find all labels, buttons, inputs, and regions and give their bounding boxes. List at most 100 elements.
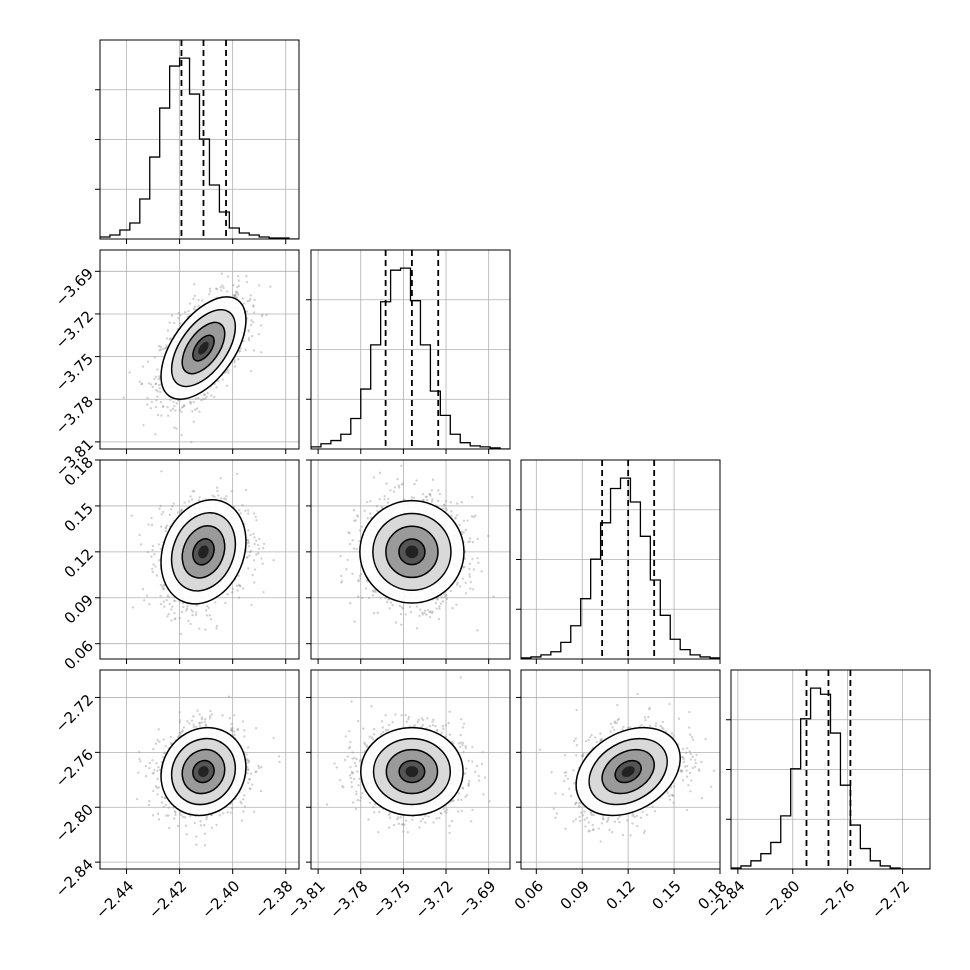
density-core xyxy=(198,341,209,355)
scatter-point xyxy=(260,766,263,769)
scatter-point xyxy=(258,537,261,541)
scatter-point xyxy=(187,309,190,313)
scatter-point xyxy=(255,553,258,556)
scatter-point xyxy=(277,755,281,758)
scatter-point xyxy=(435,607,438,610)
scatter-point xyxy=(209,618,213,621)
scatter-point xyxy=(185,609,188,612)
scatter-point xyxy=(198,627,201,630)
scatter-point xyxy=(242,339,245,343)
scatter-point xyxy=(439,602,443,605)
scatter-point xyxy=(151,570,154,574)
scatter-point xyxy=(468,562,472,565)
scatter-point xyxy=(244,348,247,351)
scatter-point xyxy=(253,581,256,584)
scatter-point xyxy=(398,604,402,608)
scatter-point xyxy=(203,844,207,847)
contour-line xyxy=(181,321,226,375)
scatter-point xyxy=(458,523,462,527)
scatter-point xyxy=(192,490,196,493)
panel-frame xyxy=(99,459,300,660)
scatter-point xyxy=(225,384,229,388)
scatter-point xyxy=(254,539,258,542)
scatter-point xyxy=(154,382,158,386)
scatter-point xyxy=(418,614,421,618)
scatter-point xyxy=(366,580,369,583)
scatter-point xyxy=(159,547,162,551)
scatter-point xyxy=(245,556,249,559)
scatter-point xyxy=(249,297,252,301)
scatter-point xyxy=(196,709,199,712)
scatter-point xyxy=(146,403,149,406)
scatter-point xyxy=(352,519,356,522)
scatter-point xyxy=(183,404,186,408)
scatter-point xyxy=(443,593,446,596)
scatter-point xyxy=(230,729,234,732)
scatter-point xyxy=(239,512,242,515)
scatter-point xyxy=(389,601,393,604)
scatter-point xyxy=(256,552,260,555)
scatter-point xyxy=(201,299,204,302)
scatter-point xyxy=(162,584,165,587)
scatter-point xyxy=(466,519,469,522)
scatter-point xyxy=(458,585,462,588)
scatter-point xyxy=(148,766,151,770)
scatter-point xyxy=(249,323,253,327)
scatter-point xyxy=(468,573,471,576)
scatter-point xyxy=(189,495,192,498)
scatter-point xyxy=(157,728,160,731)
scatter-point xyxy=(426,608,430,612)
scatter-point xyxy=(455,502,459,505)
scatter-point xyxy=(435,597,439,601)
scatter-point xyxy=(247,512,250,515)
scatter-point xyxy=(148,602,151,606)
scatter-point xyxy=(247,759,250,762)
scatter-point xyxy=(208,290,212,293)
scatter-point xyxy=(219,286,222,289)
scatter-point xyxy=(150,400,154,404)
scatter-point xyxy=(378,471,382,475)
scatter-point xyxy=(182,605,185,609)
scatter-point xyxy=(272,558,275,562)
scatter-point xyxy=(200,721,203,724)
scatter-point xyxy=(162,587,165,591)
scatter-point xyxy=(247,338,251,342)
scatter-point xyxy=(144,774,148,778)
contour-line xyxy=(160,499,247,605)
scatter-point xyxy=(180,509,183,513)
scatter-point xyxy=(169,398,172,402)
scatter-point xyxy=(248,299,251,302)
scatter-point xyxy=(150,516,153,520)
scatter-point xyxy=(213,495,216,498)
scatter-point xyxy=(454,517,457,520)
scatter-point xyxy=(430,500,434,503)
scatter-point xyxy=(193,283,196,286)
scatter-point xyxy=(138,757,141,761)
density-core xyxy=(198,545,209,559)
scatter-point xyxy=(393,486,397,489)
scatter-point xyxy=(386,600,389,604)
scatter-point xyxy=(256,543,260,547)
scatter-point xyxy=(193,294,197,298)
scatter-point xyxy=(348,542,352,546)
scatter-point xyxy=(191,490,194,493)
scatter-point xyxy=(429,610,432,613)
scatter-point xyxy=(384,596,387,600)
scatter-point xyxy=(246,746,250,749)
scatter-point xyxy=(131,606,135,609)
scatter-point xyxy=(237,596,241,599)
scatter-point xyxy=(186,604,189,608)
scatter-point xyxy=(467,540,470,544)
scatter-point xyxy=(234,290,238,293)
scatter-point xyxy=(252,349,256,352)
scatter-point xyxy=(464,581,467,584)
scatter-point xyxy=(234,295,237,298)
scatter-point xyxy=(400,464,403,468)
scatter-point xyxy=(158,559,161,562)
scatter-point xyxy=(372,476,376,479)
scatter-point xyxy=(376,611,379,615)
scatter-point xyxy=(471,558,474,561)
scatter-point xyxy=(376,509,379,513)
scatter-point xyxy=(425,613,428,616)
